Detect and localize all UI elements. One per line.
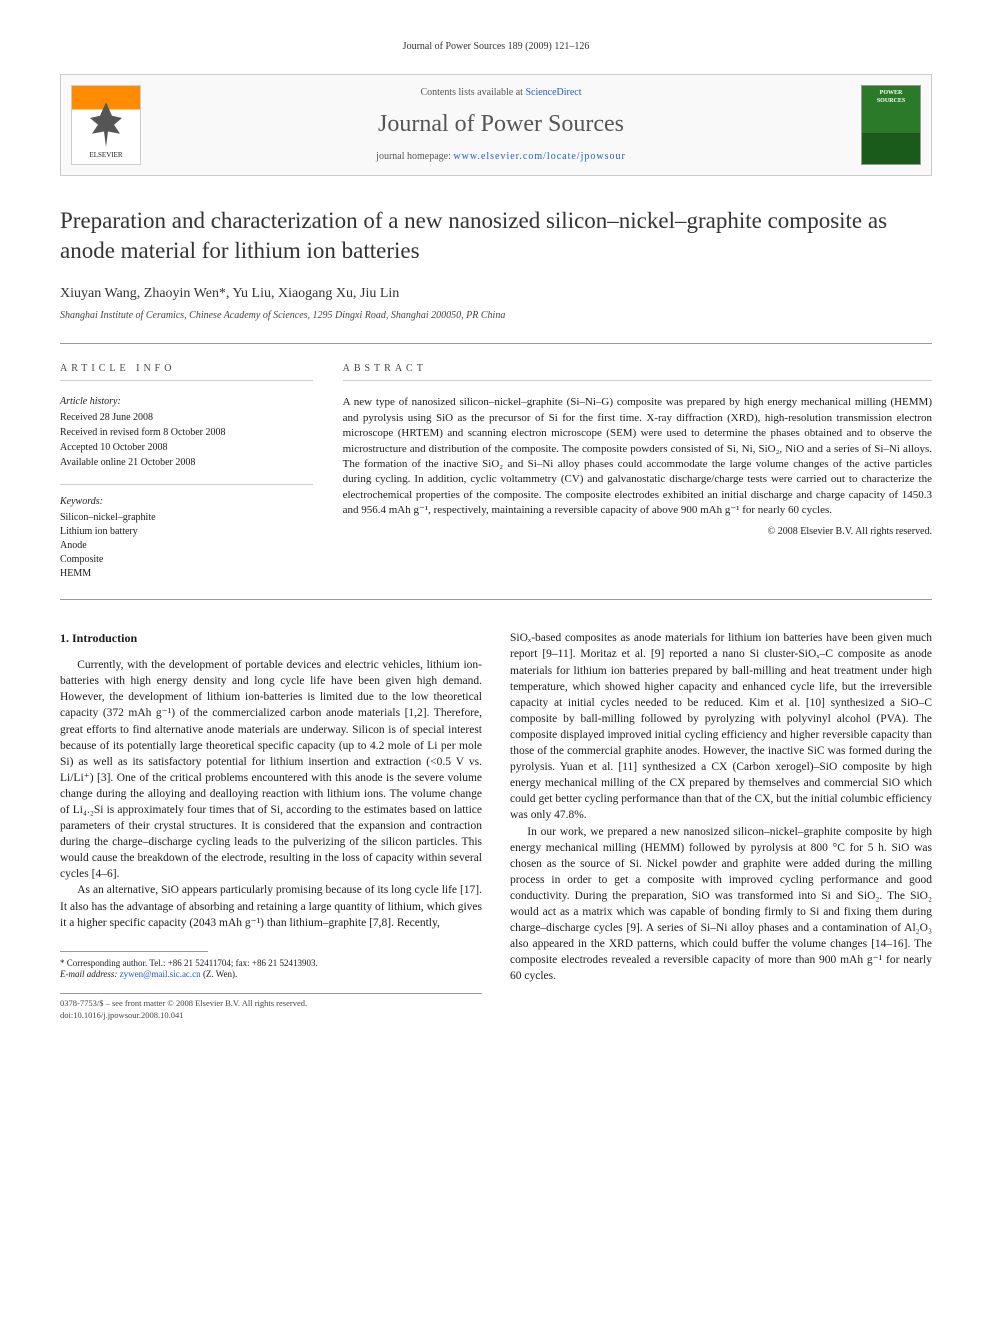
homepage-prefix: journal homepage:	[376, 151, 453, 162]
journal-banner: ELSEVIER Contents lists available at Sci…	[60, 74, 932, 176]
abstract-text: A new type of nanosized silicon–nickel–g…	[343, 395, 932, 518]
abstract-heading: abstract	[343, 362, 932, 381]
email-link[interactable]: zywen@mail.sic.ac.cn	[120, 969, 201, 979]
corr-text: * Corresponding author. Tel.: +86 21 524…	[60, 958, 482, 970]
elsevier-logo: ELSEVIER	[71, 85, 141, 165]
footer-doi: doi:10.1016/j.jpowsour.2008.10.041	[60, 1010, 482, 1022]
footnote-separator	[60, 951, 208, 952]
running-header: Journal of Power Sources 189 (2009) 121–…	[60, 40, 932, 54]
authors: Xiuyan Wang, Zhaoyin Wen*, Yu Liu, Xiaog…	[60, 284, 932, 304]
left-column: 1. Introduction Currently, with the deve…	[60, 630, 482, 1022]
homepage-link[interactable]: www.elsevier.com/locate/jpowsour	[453, 151, 625, 162]
footer-copyright: 0378-7753/$ – see front matter © 2008 El…	[60, 998, 482, 1010]
keyword: Anode	[60, 539, 313, 553]
section-heading: 1. Introduction	[60, 630, 482, 647]
article-info: article info Article history: Received 2…	[60, 362, 313, 581]
elsevier-label: ELSEVIER	[89, 151, 122, 161]
keyword: HEMM	[60, 567, 313, 581]
email-label: E-mail address:	[60, 969, 120, 979]
sciencedirect-link[interactable]: ScienceDirect	[525, 87, 581, 98]
article-title: Preparation and characterization of a ne…	[60, 206, 932, 266]
history-item: Received 28 June 2008	[60, 411, 313, 425]
email-suffix: (Z. Wen).	[201, 969, 238, 979]
history-item: Available online 21 October 2008	[60, 456, 313, 470]
article-info-heading: article info	[60, 362, 313, 381]
elsevier-tree-icon	[86, 102, 126, 147]
keywords-label: Keywords:	[60, 484, 313, 509]
body-paragraph: SiOₓ-based composites as anode materials…	[510, 630, 932, 823]
contents-line: Contents lists available at ScienceDirec…	[141, 86, 861, 100]
abstract-copyright: © 2008 Elsevier B.V. All rights reserved…	[343, 525, 932, 539]
keyword: Lithium ion battery	[60, 525, 313, 539]
body-paragraph: Currently, with the development of porta…	[60, 657, 482, 882]
history-label: Article history:	[60, 395, 313, 409]
history-item: Accepted 10 October 2008	[60, 441, 313, 455]
keyword: Composite	[60, 553, 313, 567]
affiliation: Shanghai Institute of Ceramics, Chinese …	[60, 309, 932, 323]
cover-text: POWER SOURCES	[865, 89, 917, 106]
homepage-line: journal homepage: www.elsevier.com/locat…	[141, 150, 861, 164]
journal-name: Journal of Power Sources	[141, 108, 861, 142]
history-item: Received in revised form 8 October 2008	[60, 426, 313, 440]
right-column: SiOₓ-based composites as anode materials…	[510, 630, 932, 1022]
footer: 0378-7753/$ – see front matter © 2008 El…	[60, 993, 482, 1022]
corresponding-author-footnote: * Corresponding author. Tel.: +86 21 524…	[60, 958, 482, 981]
contents-prefix: Contents lists available at	[420, 87, 525, 98]
abstract: abstract A new type of nanosized silicon…	[343, 362, 932, 581]
journal-cover-thumb: POWER SOURCES	[861, 85, 921, 165]
body-paragraph: In our work, we prepared a new nanosized…	[510, 824, 932, 985]
keyword: Silicon–nickel–graphite	[60, 511, 313, 525]
body-paragraph: As an alternative, SiO appears particula…	[60, 882, 482, 930]
